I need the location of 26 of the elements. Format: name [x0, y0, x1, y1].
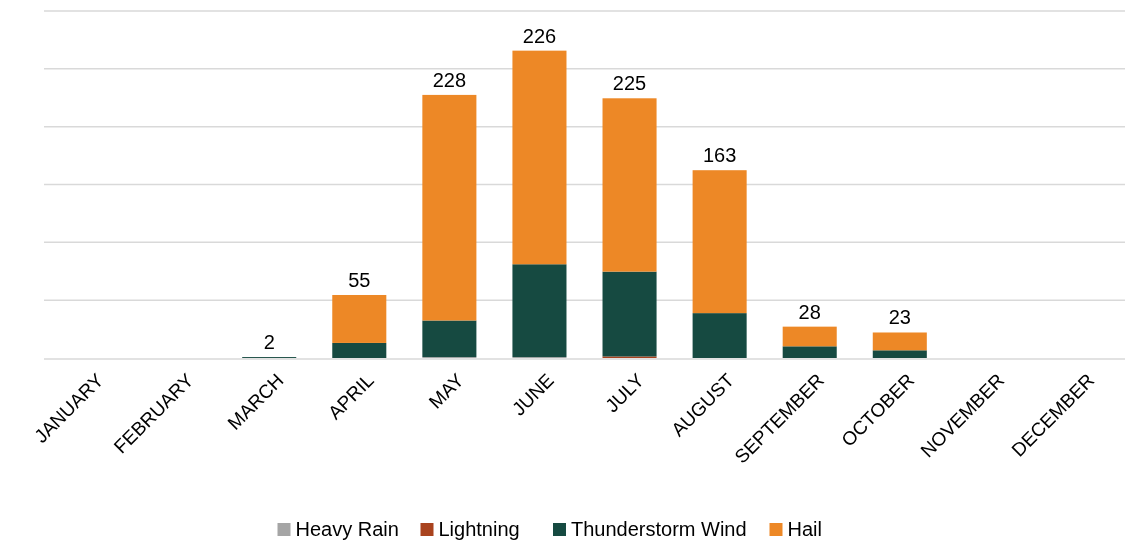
bar	[602, 271, 657, 357]
bar	[692, 170, 747, 314]
bar	[692, 313, 747, 358]
annotation: 228	[432, 68, 467, 91]
bar	[512, 264, 567, 358]
bar	[332, 342, 387, 358]
bar	[782, 326, 837, 347]
bar	[332, 294, 387, 343]
bar	[422, 94, 477, 321]
bar	[512, 50, 567, 265]
legend-label: Thunderstorm Wind	[571, 518, 747, 540]
legend-label: Hail	[787, 518, 822, 540]
annotation: 28	[798, 300, 821, 323]
annotation: 226	[522, 24, 557, 47]
bar	[602, 98, 657, 272]
legend-label: Heavy Rain	[295, 518, 399, 540]
annotation: 55	[348, 268, 371, 291]
annotation: 163	[702, 144, 737, 167]
bar	[872, 332, 927, 351]
annotation: 23	[888, 306, 911, 329]
bar	[872, 350, 927, 358]
annotation: 225	[612, 72, 647, 95]
annotation: 2	[263, 331, 275, 354]
legend-label: Lightning	[438, 518, 520, 540]
bar	[782, 346, 837, 358]
bar	[422, 320, 477, 358]
